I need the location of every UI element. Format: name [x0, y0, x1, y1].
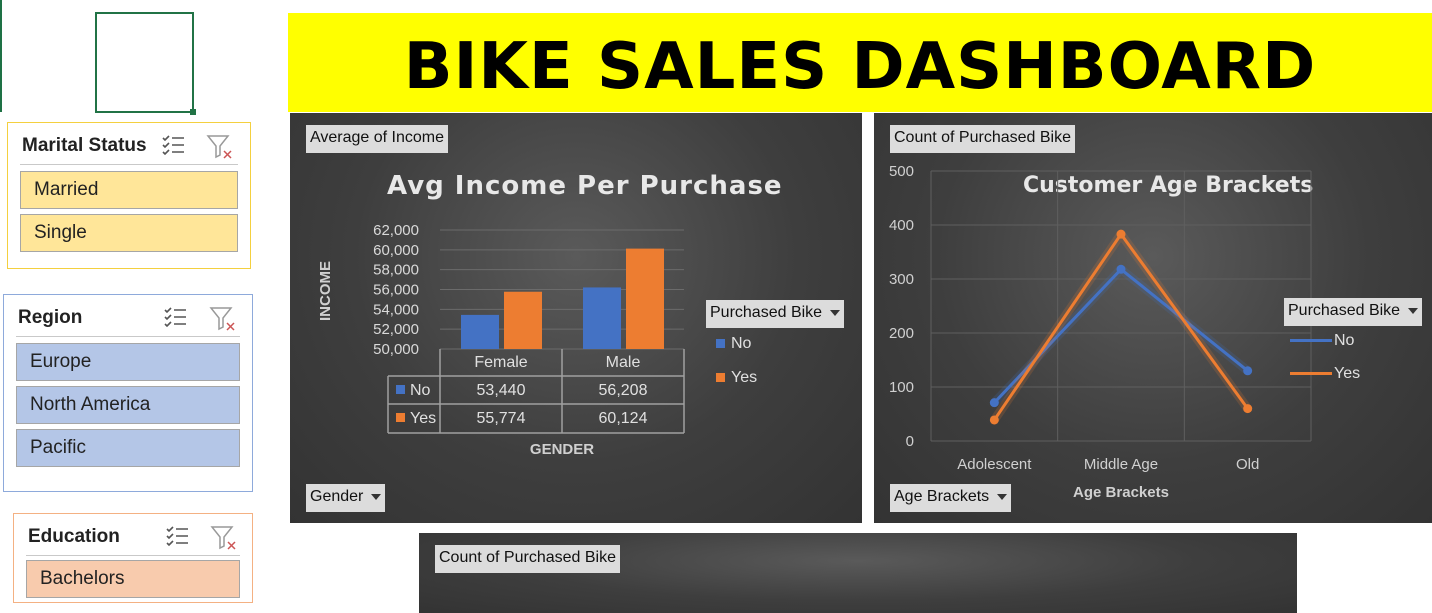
age-chart-plot: 500 400 300 200 100 0 Adolescent Middle Age Old A…	[889, 163, 1312, 501]
series-glow-no	[991, 264, 1251, 406]
selected-cell[interactable]	[95, 12, 196, 115]
series-glow-yes	[990, 229, 1252, 423]
y-tick-label: 56,000	[373, 282, 419, 299]
point-no-middle-age	[1116, 264, 1126, 274]
dashboard-banner: BIKE SALES DASHBOARD	[288, 13, 1432, 112]
age-chart-panel[interactable]: Count of Purchased Bike Customer Age Bra…	[874, 113, 1432, 523]
dashboard-title: BIKE SALES DASHBOARD	[403, 30, 1317, 104]
chart-title: Avg Income Per Purchase	[387, 171, 783, 201]
chart-title: Customer Age Brackets	[1023, 173, 1314, 198]
legend-item-no: No	[716, 335, 751, 353]
bar-yes-male	[626, 248, 664, 349]
income-chart-panel[interactable]: Average of Income Avg Income Per Purchas…	[290, 113, 862, 523]
legend-field-label: Purchased Bike	[1288, 302, 1401, 319]
y-tick-label: 62,000	[373, 222, 419, 239]
legend-field-label: Purchased Bike	[710, 304, 823, 321]
bar-no-female	[461, 314, 499, 349]
axis-field-label: Age Brackets	[894, 488, 990, 505]
slicer-header: Marital Status	[20, 131, 238, 165]
income-chart-plot: 62,000 60,000 58,000 56,000 54,000 52,000 50,0…	[373, 222, 685, 458]
slicer-education: Education Bachelors	[13, 513, 253, 603]
legend-item-no: No	[1290, 332, 1354, 350]
y-tick-label: 300	[889, 271, 914, 288]
slicer-item-single[interactable]: Single	[20, 214, 238, 252]
table-cell: 55,774	[477, 410, 526, 427]
slicer-title: Region	[18, 307, 83, 328]
table-cell: 60,124	[599, 410, 648, 427]
slicer-marital-status: Marital Status Married Single	[7, 122, 251, 269]
table-row-label: No	[410, 382, 431, 399]
bar-no-male	[583, 287, 621, 349]
table-row-label: Yes	[410, 410, 436, 427]
table-cell: 53,440	[477, 382, 526, 399]
table-row-swatch	[396, 385, 405, 394]
dropdown-arrow-icon	[997, 493, 1008, 500]
x-axis-title: GENDER	[530, 441, 594, 458]
point-yes-middle-age	[1116, 229, 1126, 239]
x-axis-title: Age Brackets	[1073, 484, 1169, 501]
slicer-header: Region	[16, 303, 240, 337]
table-cell: 56,208	[599, 382, 648, 399]
axis-field-label: Gender	[310, 488, 364, 505]
legend-field-button[interactable]: Purchased Bike	[706, 300, 845, 328]
slicer-region: Region Europe North America Pacific	[3, 294, 253, 492]
legend-field-button[interactable]: Purchased Bike	[1284, 298, 1423, 326]
value-field-button[interactable]: Count of Purchased Bike	[890, 125, 1075, 153]
dropdown-arrow-icon	[371, 493, 382, 500]
multi-select-icon[interactable]	[162, 305, 190, 333]
value-field-button[interactable]: Count of Purchased Bike	[435, 545, 620, 573]
table-header: Male	[606, 354, 641, 371]
dropdown-arrow-icon	[1408, 307, 1419, 314]
slicer-title: Education	[28, 526, 120, 547]
legend-item-yes: Yes	[1290, 365, 1360, 383]
value-field-button[interactable]: Average of Income	[306, 125, 449, 153]
x-tick-label: Adolescent	[957, 456, 1032, 473]
multi-select-icon[interactable]	[160, 133, 188, 161]
clear-filter-icon[interactable]	[209, 305, 237, 333]
sheet-gridline	[0, 0, 2, 112]
x-tick-label: Old	[1236, 456, 1259, 473]
bar-yes-female	[504, 291, 542, 349]
table-header: Female	[474, 354, 527, 371]
slicer-item-europe[interactable]: Europe	[16, 343, 240, 381]
axis-field-button[interactable]: Age Brackets	[890, 484, 1012, 512]
clear-filter-icon[interactable]	[206, 133, 234, 161]
y-tick-label: 400	[889, 217, 914, 234]
slicer-item-bachelors[interactable]: Bachelors	[26, 560, 240, 598]
y-tick-label: 50,000	[373, 341, 419, 358]
y-tick-label: 100	[889, 379, 914, 396]
fill-handle[interactable]	[190, 109, 196, 115]
point-yes-adolescent	[989, 415, 999, 425]
axis-field-button[interactable]: Gender	[306, 484, 386, 512]
dropdown-arrow-icon	[830, 309, 841, 316]
slicer-header: Education	[26, 522, 240, 556]
point-no-old	[1243, 366, 1253, 376]
y-tick-label: 54,000	[373, 301, 419, 318]
y-tick-label: 500	[889, 163, 914, 180]
point-no-adolescent	[989, 398, 999, 408]
y-tick-label: 200	[889, 325, 914, 342]
slicer-title: Marital Status	[22, 135, 147, 156]
multi-select-icon[interactable]	[164, 524, 192, 552]
table-row-swatch	[396, 413, 405, 422]
point-yes-old	[1243, 404, 1253, 414]
x-tick-label: Middle Age	[1084, 456, 1158, 473]
y-tick-label: 52,000	[373, 321, 419, 338]
slicer-item-pacific[interactable]: Pacific	[16, 429, 240, 467]
slicer-item-north-america[interactable]: North America	[16, 386, 240, 424]
bottom-chart-panel[interactable]: Count of Purchased Bike	[419, 533, 1297, 613]
y-tick-label: 60,000	[373, 242, 419, 259]
legend-item-yes: Yes	[716, 369, 757, 387]
y-tick-label: 58,000	[373, 262, 419, 279]
clear-filter-icon[interactable]	[210, 524, 238, 552]
series-line-yes	[993, 232, 1249, 421]
y-tick-label: 0	[906, 433, 914, 450]
slicer-item-married[interactable]: Married	[20, 171, 238, 209]
